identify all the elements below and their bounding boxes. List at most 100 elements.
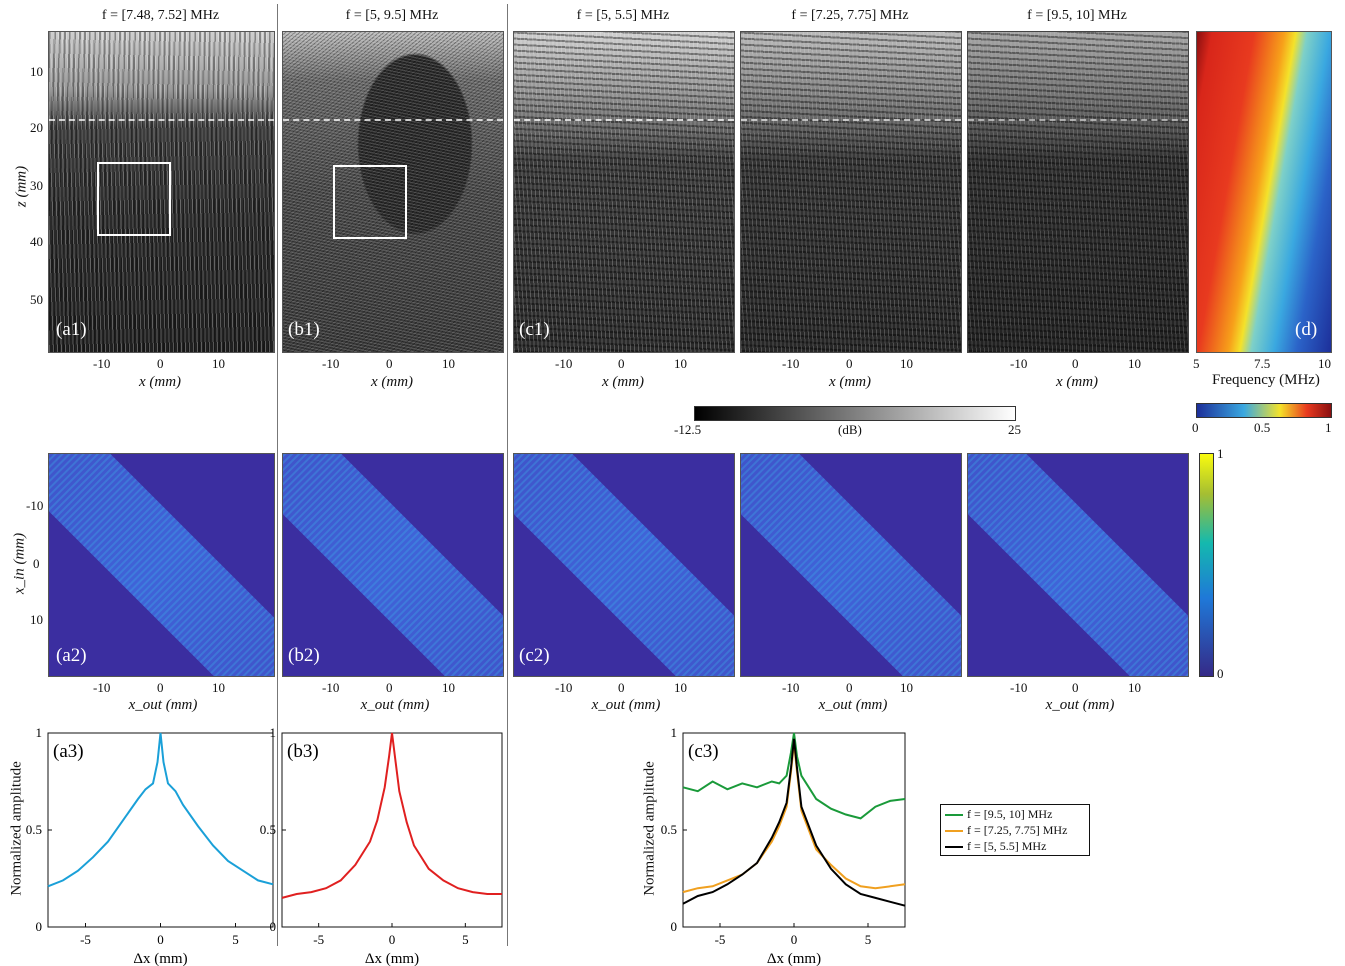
row2-xtick: -10 — [93, 680, 111, 695]
x-tick-label: 5 — [232, 932, 239, 947]
title-c2: f = [7.25, 7.75] MHz — [791, 8, 909, 23]
series-line — [47, 732, 274, 888]
x-tick-label: -5 — [715, 932, 726, 947]
freq-xtick: 7.5 — [1254, 356, 1271, 371]
x-tick-label: -5 — [313, 932, 324, 947]
row1-xlabel: x (mm) — [1055, 374, 1099, 390]
legend-item: f = [5, 5.5] MHz — [945, 839, 1046, 853]
row2-ytick: 0 — [33, 556, 40, 571]
row1-xtick: -10 — [322, 356, 340, 371]
db-colorbar-unit: (dB) — [838, 422, 862, 437]
freq-colorbar-max: 1 — [1325, 420, 1332, 435]
freq-xtick: 10 — [1318, 356, 1331, 371]
x-tick-label: 0 — [389, 932, 396, 947]
x-axis-label: Δx (mm) — [767, 951, 821, 966]
y-tick-label: 1 — [270, 725, 277, 740]
frequency-map-d: (d) — [1196, 31, 1332, 353]
title-b: f = [5, 9.5] MHz — [345, 8, 439, 23]
row2-xtick: 0 — [846, 680, 853, 695]
panel-label-d: (d) — [1295, 319, 1318, 340]
transmission-matrix-a2: (a2) — [48, 453, 275, 677]
row2-xlabel: x_out (mm) — [818, 697, 888, 713]
row1-xtick: -10 — [782, 356, 800, 371]
row1-xtick: 10 — [442, 356, 455, 371]
title-c3: f = [9.5, 10] MHz — [1027, 8, 1127, 23]
depth-dashline — [968, 119, 1188, 121]
panel-label-b2: (b2) — [288, 645, 320, 666]
panel-label: (a3) — [53, 741, 84, 762]
row1-xlabel: x (mm) — [828, 374, 872, 390]
freq-colorbar-mid: 0.5 — [1254, 420, 1271, 435]
x-tick-label: 5 — [462, 932, 469, 947]
series-line — [281, 732, 502, 899]
x-tick-label: -5 — [80, 932, 91, 947]
y-tick-label: 0.5 — [260, 822, 276, 837]
panel-label: (b3) — [287, 741, 319, 762]
row2-xtick: 10 — [442, 680, 455, 695]
freq-xtick: 5 — [1193, 356, 1200, 371]
row2-xlabel: x_out (mm) — [591, 697, 661, 713]
legend: f = [9.5, 10] MHz f = [7.25, 7.75] MHz f… — [940, 804, 1090, 856]
row1-xtick: 10 — [900, 356, 913, 371]
series-line — [682, 738, 906, 907]
legend-swatch — [945, 846, 963, 849]
x-axis-label: Δx (mm) — [133, 951, 187, 966]
line-plots: 0 0.5 1 -5 0 5 Δx (mm) (a3) 0 0.5 1 -5 0 5 Δx (mm) (b3… — [26, 725, 906, 966]
legend-swatch — [945, 830, 963, 833]
row2-xtick: 10 — [212, 680, 225, 695]
x-tick-label: 0 — [791, 932, 798, 947]
tm-band — [283, 454, 503, 676]
x-tick-label: 0 — [157, 932, 164, 947]
transmission-matrix-c2-high — [967, 453, 1189, 677]
tm-colorbar-max: 1 — [1217, 446, 1224, 461]
tm-band — [49, 454, 274, 676]
legend-label: f = [7.25, 7.75] MHz — [967, 823, 1068, 837]
title-a: f = [7.48, 7.52] MHz — [101, 8, 220, 23]
row2-xtick: -10 — [782, 680, 800, 695]
transmission-matrix-c2: (c2) — [513, 453, 735, 677]
y-tick-label: 0 — [671, 919, 678, 934]
row2-xtick: 0 — [386, 680, 393, 695]
bmode-image-c1-mid — [740, 31, 962, 353]
divider-bc — [507, 4, 508, 946]
plot-frame — [47, 732, 274, 928]
row2-ylabel: x_in (mm) — [11, 532, 28, 595]
row1-xtick: 10 — [674, 356, 687, 371]
row1-xtick: 0 — [386, 356, 393, 371]
panel-label-c2: (c2) — [519, 645, 550, 666]
panel-label-b1: (b1) — [288, 319, 320, 340]
legend-item: f = [7.25, 7.75] MHz — [945, 823, 1067, 837]
db-colorbar — [694, 406, 1016, 421]
row1-ylabel: z (mm) — [13, 165, 30, 208]
row1-ytick: 10 — [30, 64, 43, 79]
y-tick-label: 0.5 — [661, 822, 677, 837]
row2-xlabel: x_out (mm) — [128, 697, 198, 713]
row2-xtick: -10 — [1010, 680, 1028, 695]
row2-xtick: 10 — [1128, 680, 1141, 695]
row2-ytick: -10 — [26, 498, 44, 513]
depth-dashline — [741, 119, 961, 121]
x-axis-label: Δx (mm) — [365, 951, 419, 966]
row1-xtick: 0 — [618, 356, 625, 371]
freq-colorbar — [1196, 403, 1332, 418]
row1-xtick: 0 — [157, 356, 164, 371]
y-tick-label: 0 — [36, 919, 43, 934]
row1-xtick: -10 — [1010, 356, 1028, 371]
panel-label-a1: (a1) — [56, 319, 87, 340]
row2-xtick: 0 — [157, 680, 164, 695]
tm-band — [741, 454, 961, 676]
tm-colorbar — [1199, 453, 1214, 677]
row1-xlabel: x (mm) — [138, 374, 182, 390]
row2-ytick: 10 — [30, 612, 43, 627]
row1-xtick: -10 — [93, 356, 111, 371]
row1-xtick: -10 — [555, 356, 573, 371]
x-tick-label: 5 — [865, 932, 872, 947]
legend-item: f = [9.5, 10] MHz — [945, 807, 1052, 821]
tm-colorbar-min: 0 — [1217, 666, 1224, 681]
row2-xtick: 0 — [618, 680, 625, 695]
depth-dashline — [49, 119, 274, 121]
title-c1: f = [5, 5.5] MHz — [576, 8, 670, 23]
row1-xtick: 0 — [1072, 356, 1079, 371]
db-colorbar-max: 25 — [1008, 422, 1021, 437]
db-colorbar-min: -12.5 — [674, 422, 702, 437]
